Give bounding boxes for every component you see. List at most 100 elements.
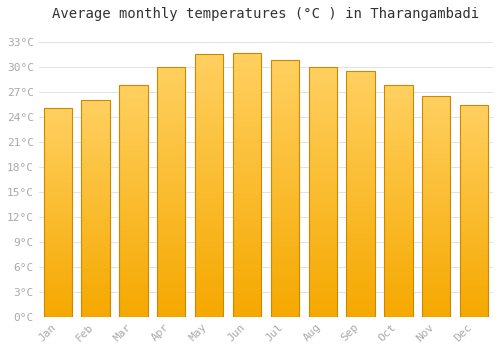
Bar (157, 244, 186, 247)
Bar (422, 169, 450, 171)
Bar (346, 282, 375, 285)
Bar (422, 197, 450, 199)
Bar (157, 94, 186, 97)
Bar (270, 227, 299, 230)
Bar (44, 227, 72, 229)
Bar (346, 297, 375, 300)
Bar (460, 179, 488, 181)
Bar (308, 182, 337, 184)
Bar (233, 108, 261, 111)
Bar (82, 172, 110, 174)
Bar (308, 219, 337, 222)
Bar (119, 148, 148, 150)
Bar (195, 133, 224, 135)
Bar (82, 128, 110, 130)
Bar (384, 245, 412, 247)
Bar (460, 133, 488, 135)
Bar (82, 106, 110, 108)
Bar (460, 285, 488, 287)
Bar (460, 152, 488, 154)
Bar (422, 297, 450, 299)
Bar (422, 271, 450, 273)
Bar (346, 83, 375, 85)
Bar (44, 217, 72, 219)
Bar (384, 171, 412, 173)
Bar (157, 219, 186, 222)
Bar (308, 217, 337, 219)
Bar (346, 211, 375, 213)
Bar (308, 252, 337, 254)
Bar (157, 72, 186, 74)
Bar (422, 308, 450, 310)
Bar (460, 310, 488, 313)
Bar (346, 228, 375, 231)
Bar (119, 226, 148, 229)
Bar (460, 137, 488, 139)
Bar (233, 138, 261, 140)
Bar (119, 171, 148, 173)
Bar (82, 237, 110, 239)
Bar (422, 241, 450, 244)
Bar (82, 108, 110, 111)
Bar (308, 277, 337, 279)
Bar (308, 77, 337, 79)
Bar (119, 90, 148, 92)
Bar (346, 174, 375, 176)
Bar (346, 275, 375, 278)
Bar (346, 95, 375, 98)
Bar (308, 204, 337, 207)
Bar (308, 274, 337, 277)
Bar (422, 193, 450, 195)
Bar (384, 131, 412, 134)
Bar (233, 140, 261, 143)
Bar (82, 184, 110, 187)
Bar (157, 292, 186, 294)
Bar (44, 315, 72, 317)
Bar (422, 222, 450, 224)
Bar (195, 180, 224, 183)
Bar (82, 156, 110, 159)
Bar (270, 271, 299, 273)
Bar (308, 229, 337, 232)
Bar (119, 87, 148, 90)
Bar (384, 250, 412, 252)
Bar (308, 154, 337, 157)
Bar (422, 213, 450, 215)
Bar (308, 139, 337, 142)
Bar (270, 255, 299, 258)
Bar (308, 179, 337, 182)
Bar (157, 89, 186, 92)
Bar (346, 218, 375, 221)
Bar (44, 181, 72, 183)
Bar (270, 268, 299, 271)
Bar (157, 179, 186, 182)
Bar (157, 254, 186, 257)
Bar (233, 130, 261, 132)
Bar (384, 238, 412, 240)
Bar (157, 312, 186, 314)
Bar (270, 86, 299, 88)
Bar (233, 304, 261, 306)
Bar (44, 284, 72, 286)
Bar (460, 204, 488, 206)
Bar (233, 232, 261, 235)
Bar (346, 307, 375, 309)
Bar (195, 130, 224, 133)
Bar (460, 156, 488, 158)
Bar (157, 66, 186, 69)
Bar (384, 310, 412, 312)
Bar (233, 261, 261, 264)
Bar (346, 115, 375, 118)
Bar (119, 198, 148, 201)
Bar (422, 259, 450, 261)
Bar (308, 227, 337, 229)
Bar (384, 219, 412, 222)
Bar (44, 196, 72, 198)
Bar (195, 104, 224, 107)
Bar (346, 209, 375, 211)
Bar (44, 281, 72, 284)
Bar (233, 222, 261, 225)
Bar (308, 299, 337, 302)
Bar (460, 194, 488, 196)
Bar (460, 188, 488, 190)
